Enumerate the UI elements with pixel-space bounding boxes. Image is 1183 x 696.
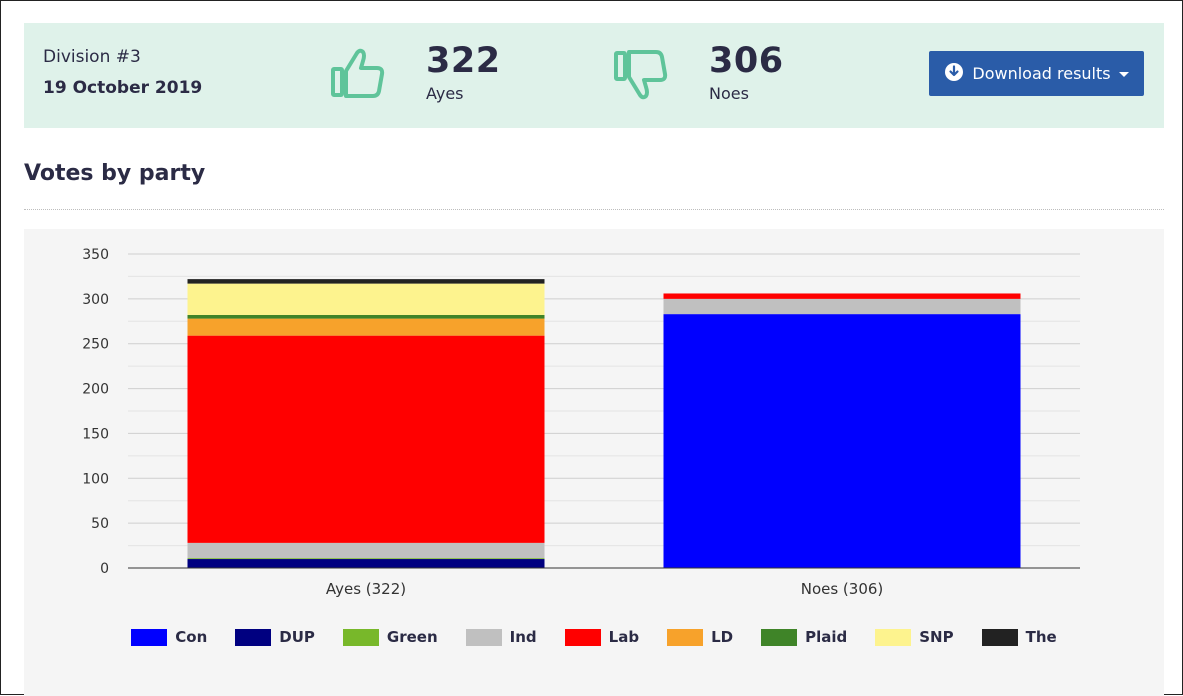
legend-label: SNP bbox=[919, 628, 954, 646]
division-title: Division #3 bbox=[43, 47, 141, 67]
legend-item-ind[interactable]: Ind bbox=[465, 628, 537, 646]
division-date: 19 October 2019 bbox=[43, 78, 203, 98]
bar-segment-snp bbox=[187, 283, 545, 316]
thumbs-down-icon bbox=[612, 45, 670, 103]
legend-item-the[interactable]: The bbox=[981, 628, 1057, 646]
bar-segment-lab bbox=[663, 293, 1021, 299]
y-tick-label: 250 bbox=[82, 337, 109, 353]
legend-label: Lab bbox=[608, 628, 640, 646]
bar-segment-ind bbox=[663, 298, 1021, 315]
bar-segment-the bbox=[187, 279, 545, 284]
legend-swatch bbox=[465, 628, 502, 646]
chart-svg: 0 50 100 150 200 250 300 350 Ayes (322) Noes (306… bbox=[82, 247, 1080, 598]
legend-swatch bbox=[235, 628, 272, 646]
section-divider bbox=[24, 209, 1164, 210]
y-tick-label: 300 bbox=[82, 292, 109, 308]
legend-label: DUP bbox=[279, 628, 315, 646]
y-tick-label: 350 bbox=[82, 247, 109, 263]
ayes-label: Ayes bbox=[426, 84, 464, 103]
download-results-label: Download results bbox=[972, 64, 1111, 83]
legend-item-ld[interactable]: LD bbox=[667, 628, 733, 646]
chevron-down-icon bbox=[1118, 72, 1129, 77]
y-tick-label: 100 bbox=[82, 471, 109, 487]
download-circle-icon bbox=[944, 62, 964, 86]
bar-segment-con bbox=[663, 314, 1021, 568]
x-tick-label: Ayes (322) bbox=[326, 580, 406, 598]
bar-segment-plaid bbox=[187, 315, 545, 319]
section-title: Votes by party bbox=[24, 161, 206, 186]
legend-label: LD bbox=[711, 628, 734, 646]
legend-swatch bbox=[342, 628, 379, 646]
legend-swatch bbox=[761, 628, 798, 646]
bar-segment-ld bbox=[187, 318, 545, 336]
ayes-count: 322 bbox=[426, 41, 501, 81]
legend-swatch bbox=[875, 628, 912, 646]
division-summary: Division #3 19 October 2019 322 Ayes 306… bbox=[24, 23, 1164, 128]
noes-count: 306 bbox=[709, 41, 784, 81]
legend-item-snp[interactable]: SNP bbox=[875, 628, 954, 646]
legend-item-plaid[interactable]: Plaid bbox=[761, 628, 847, 646]
legend-item-lab[interactable]: Lab bbox=[564, 628, 640, 646]
x-tick-label: Noes (306) bbox=[801, 580, 884, 598]
legend-swatch bbox=[131, 628, 168, 646]
votes-by-party-chart: 0 50 100 150 200 250 300 350 Ayes (322) Noes (306… bbox=[24, 229, 1164, 696]
legend-label: Plaid bbox=[805, 628, 848, 646]
thumbs-up-icon bbox=[329, 45, 387, 103]
legend-swatch bbox=[981, 628, 1018, 646]
legend-label: The bbox=[1025, 628, 1057, 646]
bar-segment-lab bbox=[187, 335, 545, 543]
download-results-button[interactable]: Download results bbox=[929, 51, 1144, 96]
bar-segment-dup bbox=[187, 559, 545, 568]
bar-segment-green bbox=[187, 558, 545, 560]
y-tick-label: 50 bbox=[91, 516, 109, 532]
y-tick-label: 200 bbox=[82, 382, 109, 398]
legend-item-green[interactable]: Green bbox=[342, 628, 438, 646]
bar-segment-ind bbox=[187, 542, 545, 559]
y-tick-label: 0 bbox=[100, 561, 109, 577]
noes-label: Noes bbox=[709, 84, 749, 103]
legend-swatch bbox=[564, 628, 601, 646]
legend-label: Green bbox=[386, 628, 438, 646]
chart-legend: Con DUP Green Ind Lab LD Plaid SNP The bbox=[24, 628, 1164, 646]
legend-item-con[interactable]: Con bbox=[131, 628, 207, 646]
y-tick-label: 150 bbox=[82, 426, 109, 442]
legend-label: Ind bbox=[509, 628, 537, 646]
legend-item-dup[interactable]: DUP bbox=[235, 628, 315, 646]
legend-swatch bbox=[667, 628, 704, 646]
legend-label: Con bbox=[175, 628, 208, 646]
